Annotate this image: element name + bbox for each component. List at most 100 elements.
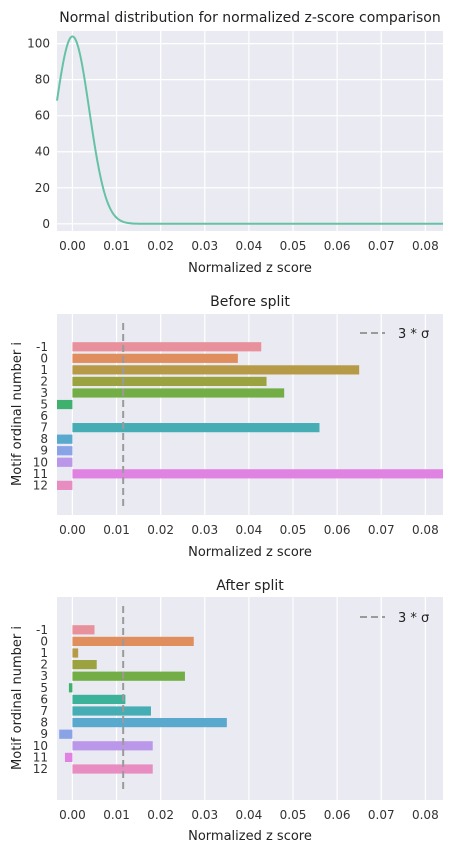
x-tick-label: 0.01: [103, 523, 130, 537]
y-tick-label: 5: [40, 681, 48, 695]
y-tick-label: 100: [27, 37, 50, 51]
y-tick-label: 40: [35, 145, 50, 159]
y-tick-label: 3: [40, 669, 48, 683]
chart-title: Before split: [210, 294, 290, 310]
x-tick-label: 0.00: [59, 239, 86, 253]
y-tick-label: 9: [40, 444, 48, 458]
bar-motif-5: [57, 399, 73, 410]
y-tick-label: 6: [40, 692, 48, 706]
x-axis-label: Normalized z score: [188, 261, 312, 276]
bar-motif-2: [72, 660, 97, 670]
bar-motif-3: [72, 671, 185, 681]
y-tick-label: 0: [42, 217, 50, 231]
bar-motif-12: [57, 480, 73, 490]
plot-area: [57, 31, 443, 231]
bar-motif-7: [72, 423, 320, 433]
bar-motif-8: [72, 718, 227, 728]
legend-label: 3 * σ: [398, 327, 429, 342]
legend-label: 3 * σ: [398, 611, 429, 626]
x-tick-label: 0.05: [280, 523, 307, 537]
y-tick-label: 9: [40, 727, 48, 741]
x-tick-label: 0.03: [191, 808, 218, 822]
y-axis-label: Motif ordinal number i: [10, 342, 25, 486]
bar-motif-8: [57, 434, 73, 444]
x-tick-label: 0.08: [412, 808, 439, 822]
bar-motif-12: [72, 764, 153, 774]
bar-motif-6: [72, 694, 126, 704]
y-tick-label: 7: [40, 421, 48, 435]
y-tick-label: 0: [40, 351, 48, 365]
x-tick-label: 0.02: [147, 523, 174, 537]
y-tick-label: 3: [40, 386, 48, 400]
bar-motif-1: [72, 365, 360, 375]
x-tick-label: 0.00: [59, 523, 86, 537]
legend: 3 * σ: [360, 611, 429, 626]
bar-motif-9: [59, 729, 73, 739]
x-tick-label: 0.07: [368, 239, 395, 253]
bar-motif--1: [72, 342, 262, 352]
y-tick-label: 1: [40, 646, 48, 660]
bar-motif-11: [72, 469, 443, 479]
x-tick-label: 0.06: [324, 239, 351, 253]
y-axis-label: Motif ordinal number i: [10, 626, 25, 770]
y-tick-label: -1: [36, 340, 48, 354]
x-tick-label: 0.00: [59, 808, 86, 822]
bar-motif-9: [57, 446, 73, 456]
legend: 3 * σ: [360, 327, 429, 342]
x-tick-label: 0.04: [236, 523, 263, 537]
panel-normal-distribution: Normal distribution for normalized z-sco…: [27, 10, 443, 276]
y-tick-label: 11: [33, 467, 48, 481]
y-tick-label: 2: [40, 374, 48, 388]
chart-title: Normal distribution for normalized z-sco…: [59, 10, 441, 26]
y-tick-label: 8: [40, 716, 48, 730]
bar-motif-0: [72, 636, 194, 646]
y-tick-label: 10: [33, 455, 48, 469]
x-tick-label: 0.02: [147, 808, 174, 822]
y-tick-label: 2: [40, 658, 48, 672]
y-tick-label: 12: [33, 762, 48, 776]
y-tick-label: 5: [40, 398, 48, 412]
x-tick-label: 0.02: [147, 239, 174, 253]
bar-motif--1: [72, 625, 95, 635]
y-tick-label: 10: [33, 739, 48, 753]
y-tick-label: 11: [33, 750, 48, 764]
x-tick-label: 0.05: [280, 239, 307, 253]
y-tick-label: 60: [35, 109, 50, 123]
x-tick-label: 0.08: [412, 239, 439, 253]
y-tick-label: -1: [36, 623, 48, 637]
x-tick-label: 0.03: [191, 239, 218, 253]
x-axis-label: Normalized z score: [188, 829, 312, 844]
bar-motif-2: [72, 376, 267, 387]
bar-motif-7: [72, 706, 151, 716]
bar-motif-0: [72, 353, 238, 363]
x-tick-label: 0.01: [103, 808, 130, 822]
y-tick-label: 6: [40, 409, 48, 423]
y-tick-label: 8: [40, 432, 48, 446]
x-tick-label: 0.07: [368, 523, 395, 537]
x-tick-label: 0.08: [412, 523, 439, 537]
x-tick-label: 0.07: [368, 808, 395, 822]
x-axis-label: Normalized z score: [188, 545, 312, 560]
x-tick-label: 0.03: [191, 523, 218, 537]
y-tick-label: 20: [35, 181, 50, 195]
x-tick-label: 0.01: [103, 239, 130, 253]
x-tick-label: 0.04: [236, 239, 263, 253]
bar-motif-1: [72, 648, 79, 658]
bar-motif-10: [72, 741, 153, 751]
bar-motif-11: [64, 752, 73, 762]
y-tick-label: 7: [40, 704, 48, 718]
y-tick-label: 0: [40, 634, 48, 648]
x-tick-label: 0.06: [324, 523, 351, 537]
x-tick-label: 0.04: [236, 808, 263, 822]
bar-motif-5: [68, 683, 73, 693]
bar-motif-10: [57, 457, 73, 467]
normal-curve-line: [56, 35, 443, 225]
y-tick-label: 80: [35, 73, 50, 87]
bar-motif-3: [72, 388, 285, 398]
x-tick-label: 0.06: [324, 808, 351, 822]
x-tick-label: 0.05: [280, 808, 307, 822]
y-tick-label: 1: [40, 363, 48, 377]
